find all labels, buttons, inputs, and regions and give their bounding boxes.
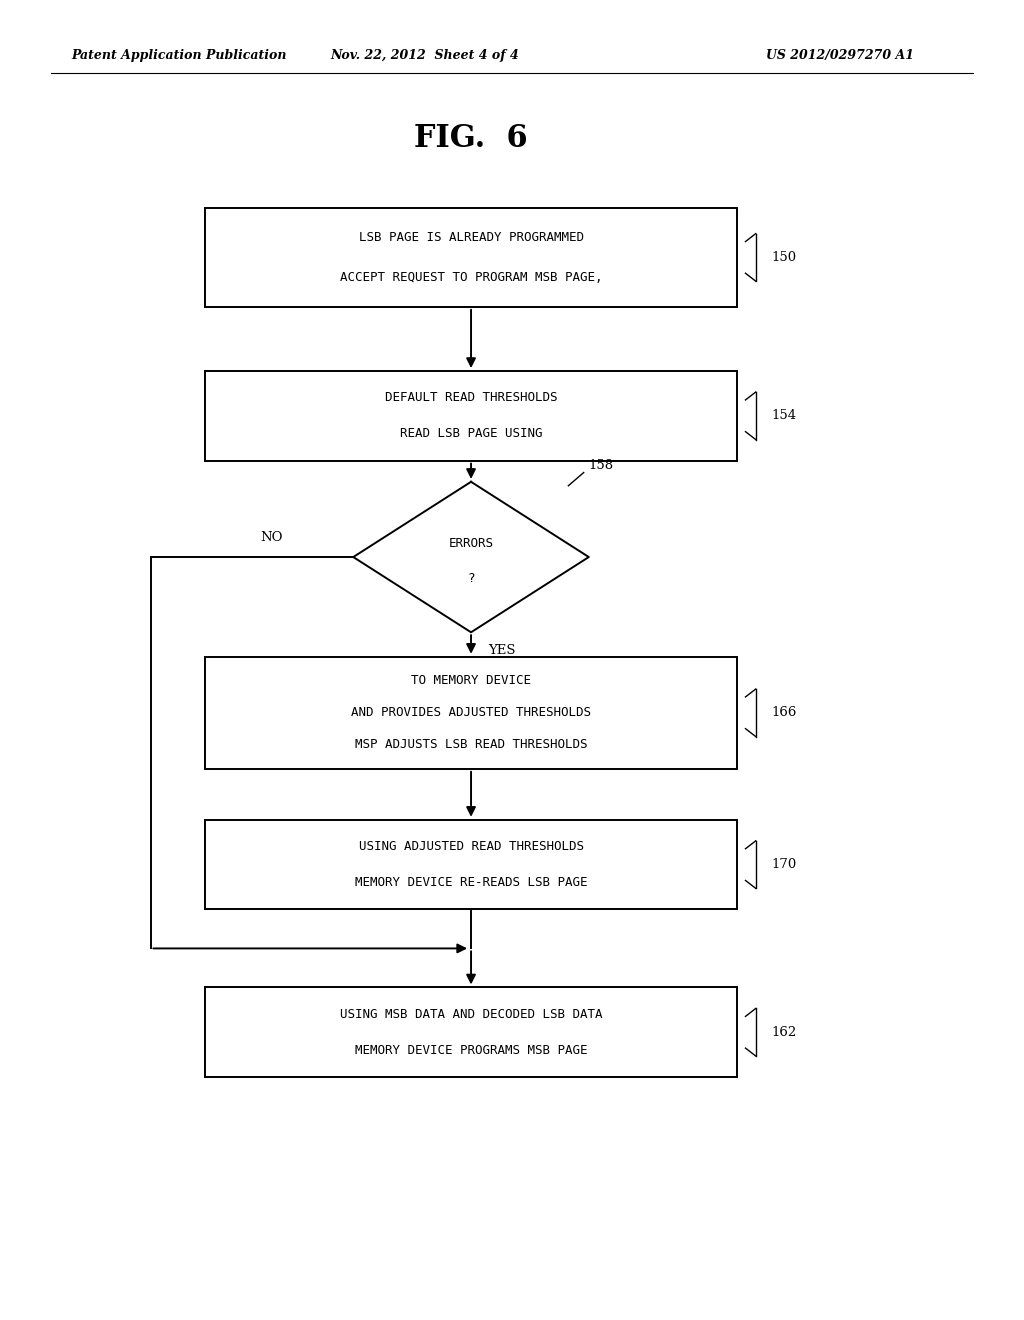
Text: MEMORY DEVICE RE-READS LSB PAGE: MEMORY DEVICE RE-READS LSB PAGE <box>354 876 588 890</box>
Text: ERRORS: ERRORS <box>449 537 494 550</box>
Text: 162: 162 <box>771 1026 797 1039</box>
Text: YES: YES <box>488 644 516 657</box>
Text: USING ADJUSTED READ THRESHOLDS: USING ADJUSTED READ THRESHOLDS <box>358 840 584 853</box>
Polygon shape <box>353 482 589 632</box>
Bar <box>205 656 737 768</box>
Text: ?: ? <box>467 572 475 585</box>
Text: LSB PAGE IS ALREADY PROGRAMMED: LSB PAGE IS ALREADY PROGRAMMED <box>358 231 584 244</box>
Text: ACCEPT REQUEST TO PROGRAM MSB PAGE,: ACCEPT REQUEST TO PROGRAM MSB PAGE, <box>340 271 602 284</box>
Text: READ LSB PAGE USING: READ LSB PAGE USING <box>399 428 543 441</box>
Text: NO: NO <box>260 531 283 544</box>
Text: 166: 166 <box>771 706 797 719</box>
Text: TO MEMORY DEVICE: TO MEMORY DEVICE <box>411 675 531 688</box>
Text: FIG.  6: FIG. 6 <box>415 123 527 154</box>
Bar <box>205 371 737 461</box>
Text: 150: 150 <box>771 251 797 264</box>
Text: DEFAULT READ THRESHOLDS: DEFAULT READ THRESHOLDS <box>385 391 557 404</box>
Text: Nov. 22, 2012  Sheet 4 of 4: Nov. 22, 2012 Sheet 4 of 4 <box>331 49 519 62</box>
Text: USING MSB DATA AND DECODED LSB DATA: USING MSB DATA AND DECODED LSB DATA <box>340 1007 602 1020</box>
Text: MSP ADJUSTS LSB READ THRESHOLDS: MSP ADJUSTS LSB READ THRESHOLDS <box>354 738 588 751</box>
Text: Patent Application Publication: Patent Application Publication <box>72 49 287 62</box>
Text: 158: 158 <box>589 459 614 473</box>
Bar <box>205 820 737 909</box>
Text: 154: 154 <box>771 409 797 422</box>
Text: 170: 170 <box>771 858 797 871</box>
Text: AND PROVIDES ADJUSTED THRESHOLDS: AND PROVIDES ADJUSTED THRESHOLDS <box>351 706 591 719</box>
Text: US 2012/0297270 A1: US 2012/0297270 A1 <box>766 49 913 62</box>
Bar <box>205 207 737 306</box>
Bar <box>205 987 737 1077</box>
Text: MEMORY DEVICE PROGRAMS MSB PAGE: MEMORY DEVICE PROGRAMS MSB PAGE <box>354 1044 588 1057</box>
